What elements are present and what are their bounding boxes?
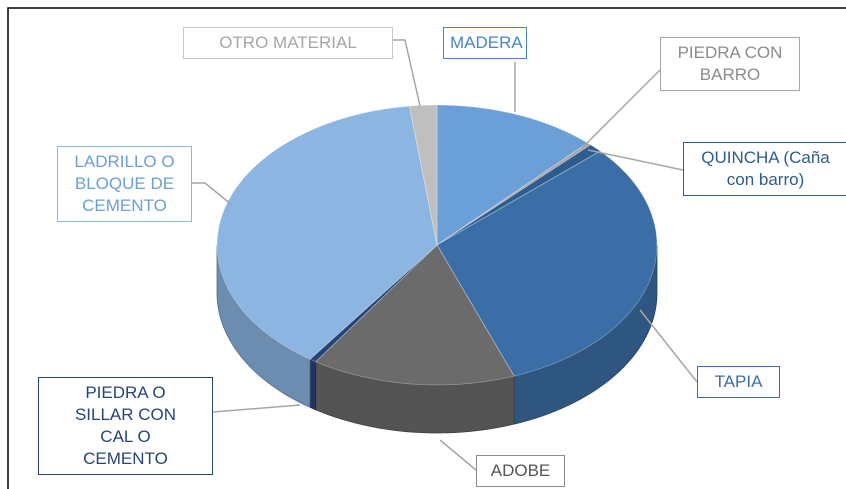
- leader-line: [587, 149, 684, 171]
- frame: [7, 7, 846, 489]
- data-label: PIEDRA O SILLAR CON CAL O CEMENTO: [38, 377, 213, 475]
- data-label: QUINCHA (Caña con barro): [683, 142, 846, 196]
- leader-line: [579, 69, 661, 151]
- leader-line: [639, 309, 698, 383]
- data-label: PIEDRA CON BARRO: [660, 37, 800, 91]
- leader-line: [439, 439, 477, 471]
- slice: [309, 244, 438, 363]
- leader-line: [212, 404, 301, 413]
- slice: [436, 150, 658, 377]
- slice-side: [216, 244, 311, 408]
- data-label: LADRILLO O BLOQUE DE CEMENTO: [57, 146, 192, 222]
- slice: [436, 142, 592, 246]
- leader-line: [393, 39, 421, 107]
- leader-lines: [192, 39, 698, 471]
- slice: [436, 144, 601, 246]
- slice: [408, 104, 438, 246]
- slice-side: [309, 358, 317, 411]
- data-label: TAPIA: [697, 366, 780, 398]
- data-label: OTRO MATERIAL: [183, 27, 393, 59]
- data-label: MADERA: [443, 27, 527, 59]
- slice: [314, 244, 515, 386]
- slice: [436, 104, 589, 246]
- leader-line: [192, 182, 233, 206]
- data-label: ADOBE: [476, 455, 565, 487]
- slice: [216, 105, 438, 360]
